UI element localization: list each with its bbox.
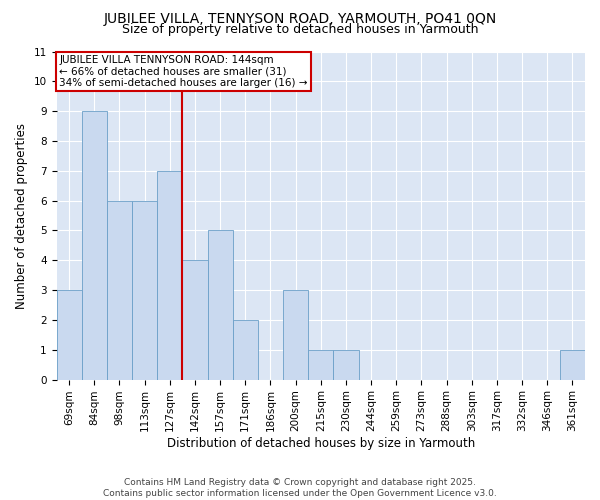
Text: JUBILEE VILLA TENNYSON ROAD: 144sqm
← 66% of detached houses are smaller (31)
34: JUBILEE VILLA TENNYSON ROAD: 144sqm ← 66… (59, 55, 308, 88)
Text: JUBILEE VILLA, TENNYSON ROAD, YARMOUTH, PO41 0QN: JUBILEE VILLA, TENNYSON ROAD, YARMOUTH, … (103, 12, 497, 26)
Bar (182, 260, 208, 380)
Bar (334, 350, 359, 380)
Bar (283, 290, 308, 380)
Bar (132, 200, 157, 380)
Bar (157, 171, 182, 380)
X-axis label: Distribution of detached houses by size in Yarmouth: Distribution of detached houses by size … (167, 437, 475, 450)
Bar (233, 320, 258, 380)
Bar (82, 111, 107, 380)
Bar (308, 350, 334, 380)
Text: Contains HM Land Registry data © Crown copyright and database right 2025.
Contai: Contains HM Land Registry data © Crown c… (103, 478, 497, 498)
Bar (560, 350, 585, 380)
Y-axis label: Number of detached properties: Number of detached properties (15, 122, 28, 308)
Bar (56, 290, 82, 380)
Bar (107, 200, 132, 380)
Text: Size of property relative to detached houses in Yarmouth: Size of property relative to detached ho… (122, 22, 478, 36)
Bar (208, 230, 233, 380)
